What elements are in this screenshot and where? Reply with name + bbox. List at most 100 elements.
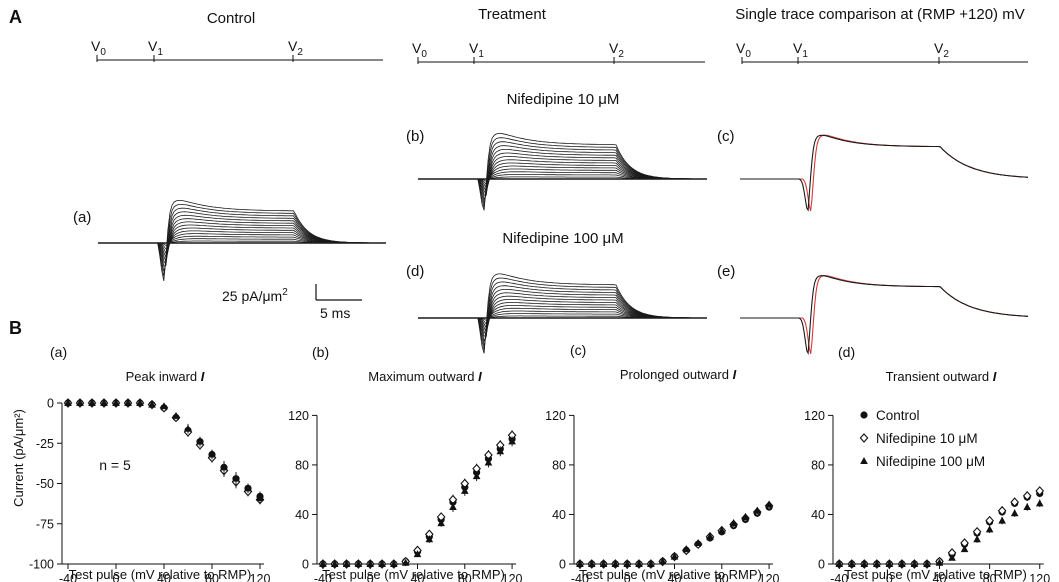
data-point-nifedipine-100 [1010, 509, 1019, 517]
protocol-comparison: V0 V1 V2 [736, 40, 1028, 64]
y-tick-label: 40 [295, 508, 309, 522]
data-point-nifedipine-100 [354, 560, 363, 567]
data-point-nifedipine-100 [112, 399, 120, 406]
data-point-nifedipine-100 [413, 550, 422, 558]
current-trace [418, 152, 707, 196]
data-point-nifedipine-100 [576, 560, 584, 567]
y-tick-label: -50 [36, 477, 54, 491]
data-point-nifedipine-100 [658, 557, 667, 565]
y-tick-label: -100 [29, 558, 54, 572]
data-point-nifedipine-100 [765, 500, 773, 508]
n-label: n = 5 [99, 457, 131, 473]
nifedipine-10-subtitle: Nifedipine 10 μM [507, 91, 620, 108]
x-tick-label: -40 [830, 572, 848, 582]
chart-title: Prolonged outward I [620, 367, 737, 382]
series-triangle [64, 399, 264, 503]
nifedipine-100-subtitle: Nifedipine 100 μM [502, 230, 623, 247]
current-trace [418, 155, 707, 193]
v1-label: V1 [793, 40, 808, 60]
data-point-nifedipine-100 [706, 532, 714, 540]
data-point-nifedipine-100 [390, 560, 398, 567]
x-tick-label: -40 [59, 572, 77, 582]
data-point-nifedipine-100 [496, 447, 505, 455]
data-point-nifedipine-100 [484, 458, 493, 466]
data-point-nifedipine-100 [160, 402, 168, 410]
x-tick-label: -40 [571, 572, 589, 582]
y-tick-label: -25 [36, 437, 54, 451]
single-trace-comparison-10 [740, 134, 1029, 212]
v1-label: V1 [469, 40, 484, 60]
data-point-nifedipine-100 [717, 526, 726, 534]
data-point-nifedipine-100 [623, 560, 632, 567]
data-point-nifedipine-100 [148, 400, 156, 408]
data-point-nifedipine-100 [319, 560, 327, 567]
x-tick-label: -40 [314, 572, 332, 582]
x-tick-label: 80 [205, 572, 219, 582]
data-point-nifedipine-10 [997, 505, 1007, 516]
y-tick-label: 80 [295, 458, 309, 472]
v2-label: V2 [609, 40, 624, 60]
data-point-nifedipine-100 [910, 560, 919, 567]
data-point-nifedipine-100 [330, 560, 339, 567]
data-point-nifedipine-100 [670, 552, 679, 560]
current-trace [98, 227, 386, 250]
trace-family-nifedipine-10 [418, 133, 708, 211]
single-current-trace [740, 275, 1028, 354]
sublabel-b: (b) [406, 128, 424, 145]
data-point-nifedipine-100 [741, 512, 750, 520]
data-point-nifedipine-100 [985, 525, 994, 533]
data-point-nifedipine-100 [835, 560, 844, 567]
legend-label: Nifedipine 10 μM [876, 431, 978, 446]
legend-marker-control [860, 411, 868, 419]
charts-container: (a) Peak inward I 0 -25 -50 -75 -100 -40 0 40 80 12… [29, 342, 1050, 582]
chart-title: Peak inward I [126, 369, 205, 384]
current-trace [418, 133, 707, 211]
data-point-nifedipine-100 [172, 411, 180, 419]
scale-bar: 25 pA/μm2 5 ms [222, 284, 362, 321]
data-point-nifedipine-100 [124, 399, 132, 406]
x-tick-label: 80 [715, 572, 729, 582]
control-title: Control [207, 10, 255, 27]
single-trace-comparison-100 [740, 275, 1028, 356]
series-triangle [319, 436, 516, 567]
sublabel-a: (a) [73, 209, 91, 226]
data-point-nifedipine-100 [342, 560, 351, 567]
chart-panel-label: (d) [838, 344, 855, 360]
single-current-trace [740, 134, 1029, 211]
y-tick-label: 0 [559, 558, 566, 572]
data-point-nifedipine-100 [923, 560, 931, 567]
data-point-nifedipine-100 [401, 558, 410, 566]
comparison-title: Single trace comparison at (RMP +120) mV [735, 6, 1024, 23]
data-point-nifedipine-10 [985, 515, 994, 526]
data-point-nifedipine-100 [88, 399, 96, 406]
data-point-nifedipine-100 [232, 474, 240, 482]
data-point-nifedipine-100 [847, 560, 856, 567]
data-point-nifedipine-100 [76, 399, 84, 406]
current-trace [418, 302, 707, 325]
chart-1: (a) Peak inward I 0 -25 -50 -75 -100 -40 0 40 80 12… [29, 344, 271, 582]
sublabel-e: (e) [717, 263, 735, 280]
data-point-nifedipine-100 [378, 560, 386, 567]
data-point-nifedipine-100 [885, 560, 894, 567]
data-point-nifedipine-100 [208, 450, 216, 458]
v0-label: V0 [736, 40, 751, 60]
chart-panel-label: (c) [570, 342, 586, 358]
data-point-nifedipine-100 [1035, 499, 1044, 507]
x-tick-label: 40 [157, 572, 171, 582]
scale-bar-time-label: 5 ms [320, 305, 350, 321]
x-tick-label: 0 [886, 572, 893, 582]
x-tick-label: 0 [367, 572, 374, 582]
data-point-nifedipine-100 [460, 486, 469, 494]
data-point-nifedipine-100 [244, 484, 252, 492]
series-diamond [834, 486, 1045, 569]
data-point-nifedipine-100 [611, 560, 620, 567]
data-point-nifedipine-100 [472, 472, 481, 480]
data-point-nifedipine-100 [973, 535, 981, 543]
data-point-nifedipine-100 [694, 538, 702, 546]
x-axis-label: Test pulse (mV relative to RMP) [844, 567, 1027, 582]
current-trace [418, 162, 707, 185]
panel-label-b: B [9, 318, 22, 338]
data-point-nifedipine-100 [508, 437, 516, 445]
x-axis-label: Test pulse (mV relative to RMP) [322, 567, 505, 582]
chart-4: (d) Transient outward I 0 40 80 120 -40 0 40 80 12… [804, 344, 1050, 582]
